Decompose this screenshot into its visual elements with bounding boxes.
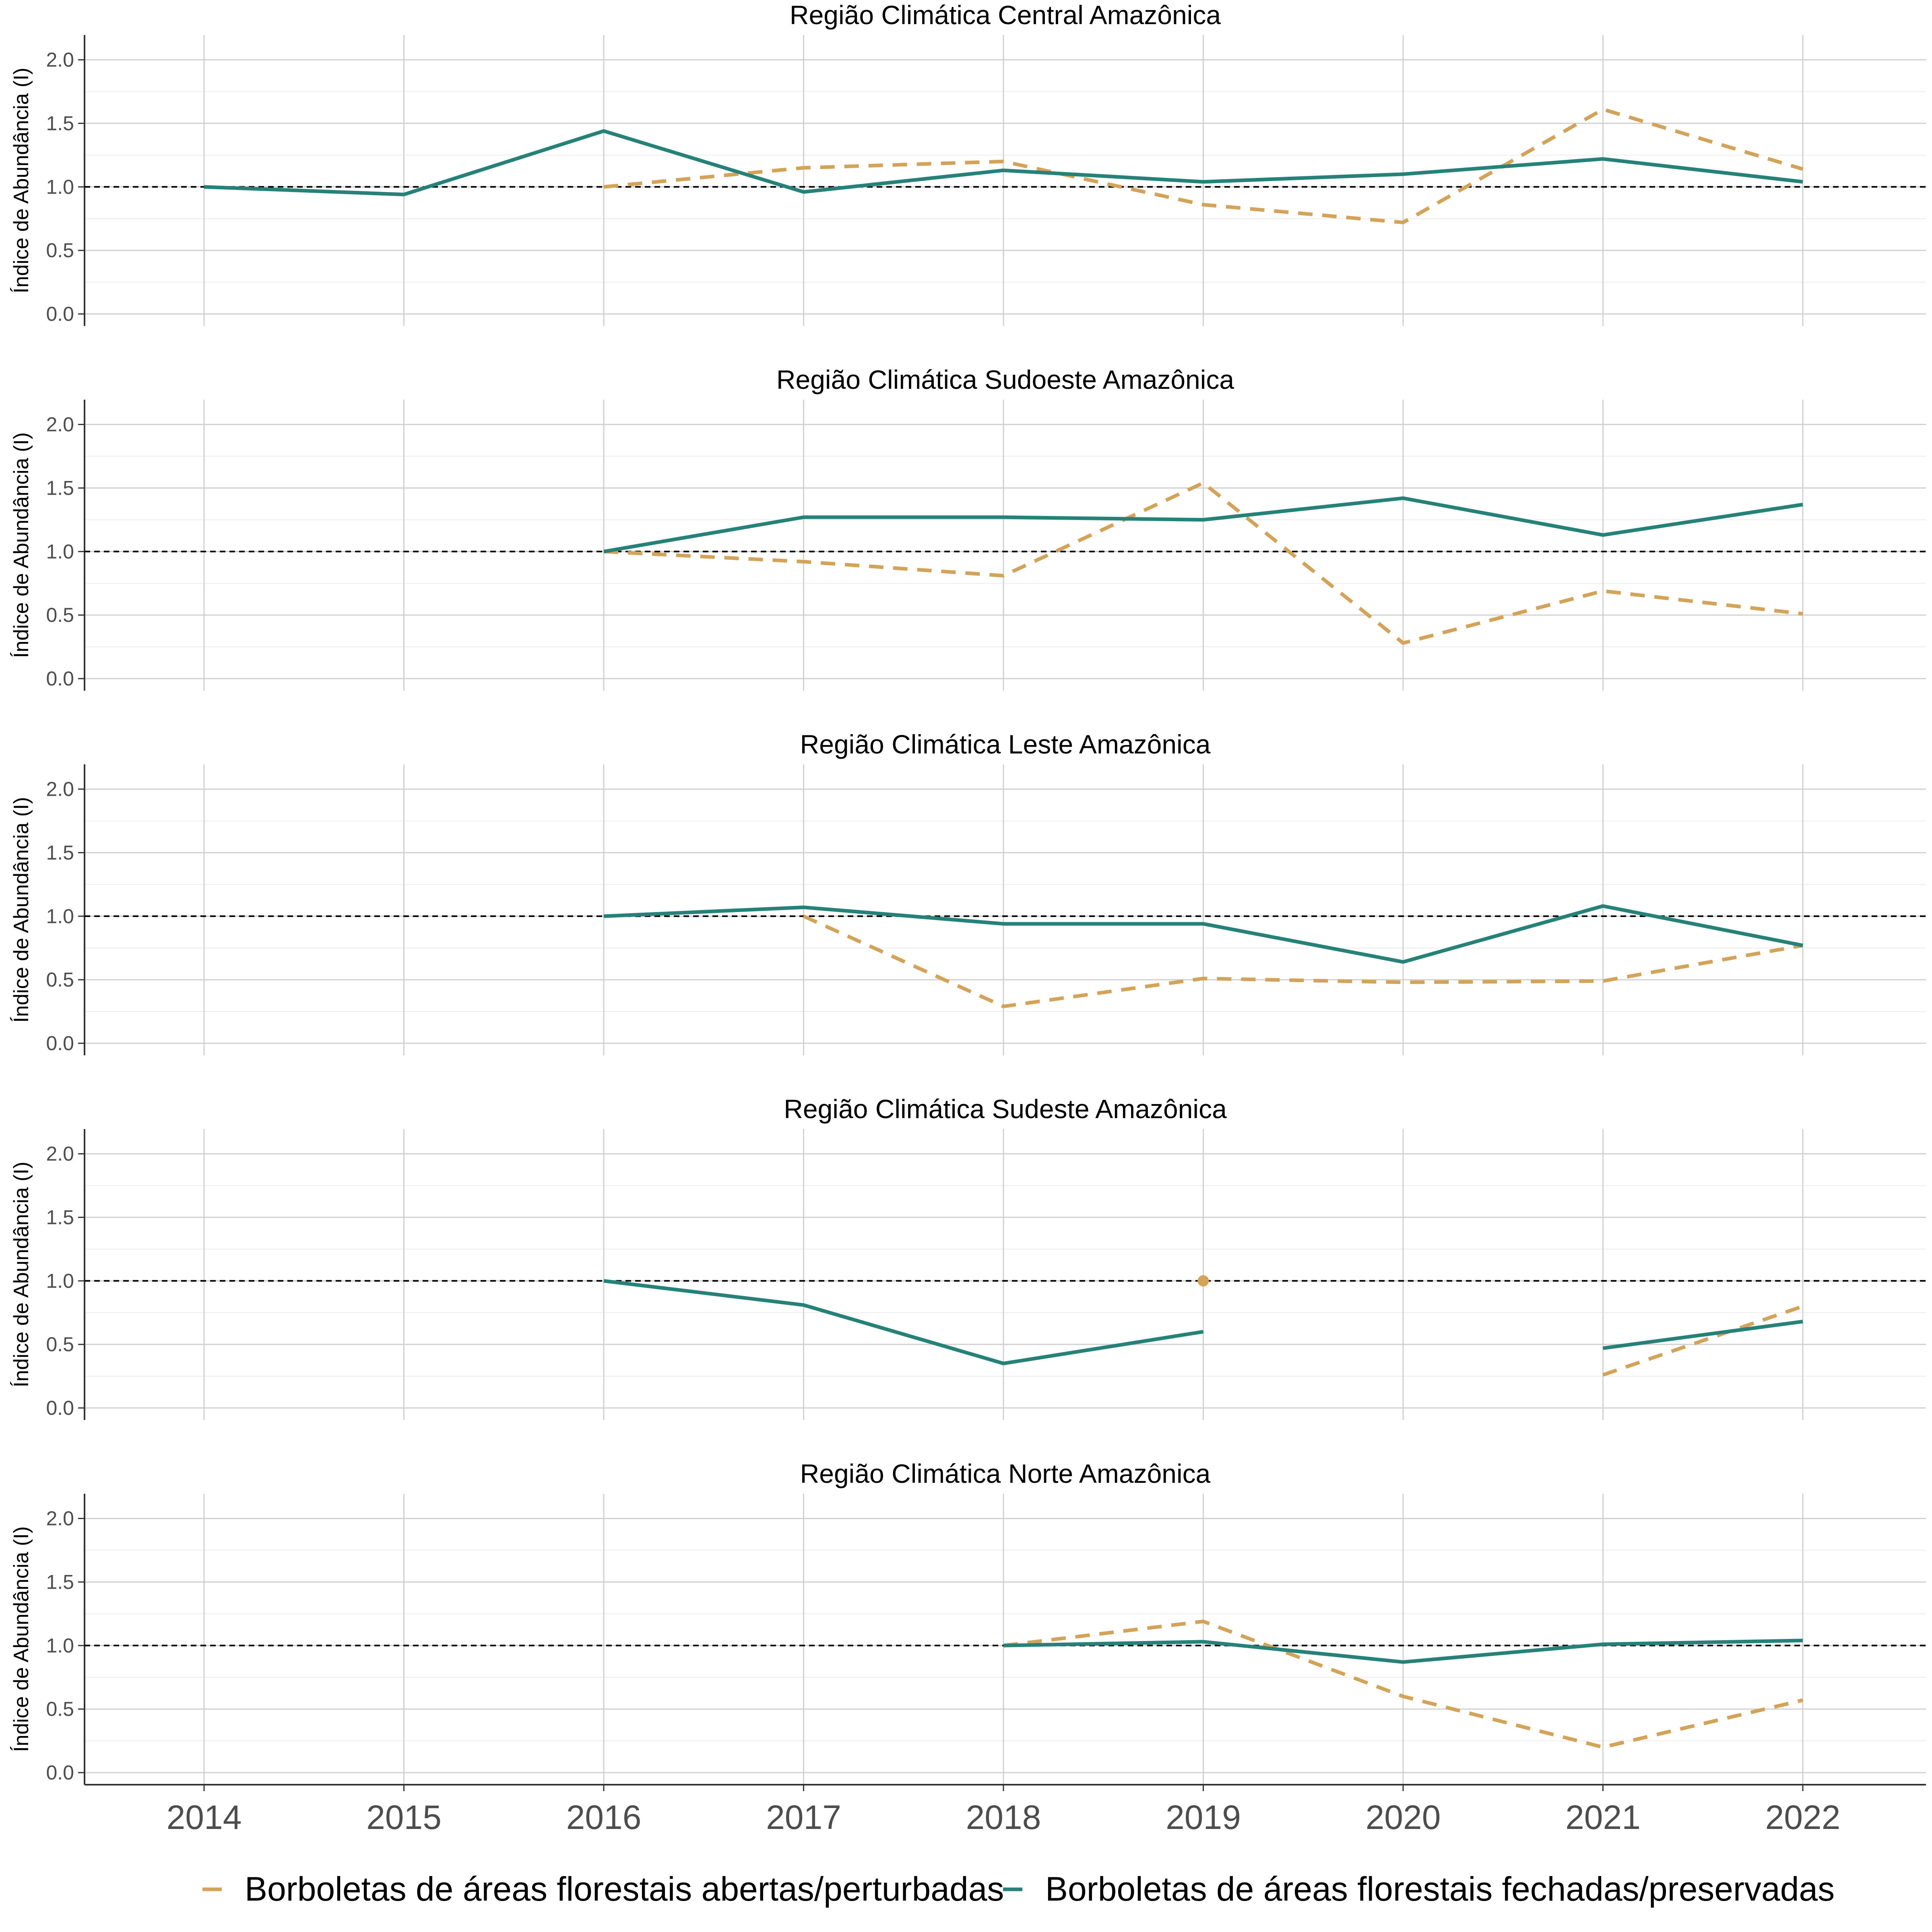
y-tick-label: 1.0 <box>46 1634 74 1657</box>
y-axis-label: Índice de Abundância (I) <box>10 1526 33 1752</box>
x-tick-label: 2022 <box>1765 1798 1841 1836</box>
panel-title: Região Climática Sudeste Amazônica <box>784 1094 1227 1124</box>
x-tick-label: 2020 <box>1366 1798 1441 1836</box>
y-tick-label: 1.5 <box>46 1571 74 1593</box>
y-tick-label: 0.0 <box>46 1397 74 1419</box>
y-tick-label: 1.0 <box>46 540 74 563</box>
y-tick-label: 0.5 <box>46 1333 74 1356</box>
panel-title: Região Climática Sudoeste Amazônica <box>776 365 1234 394</box>
y-tick-label: 0.5 <box>46 968 74 991</box>
y-tick-label: 2.0 <box>46 413 74 436</box>
panel-title: Região Climática Norte Amazônica <box>800 1459 1211 1488</box>
y-tick-label: 1.0 <box>46 1269 74 1292</box>
x-tick-label: 2018 <box>966 1798 1041 1836</box>
panel-5: Região Climática Norte Amazônica 0.0 0.5 1.… <box>10 1459 1926 1785</box>
series-line-open-disturbed <box>603 107 1804 225</box>
x-tick-label: 2015 <box>366 1798 442 1836</box>
legend-item: Borboletas de áreas florestais fechadas/… <box>1003 1870 1835 1908</box>
x-tick-label: 2017 <box>766 1798 841 1836</box>
y-tick-label: 2.0 <box>46 1143 74 1165</box>
panel-1: Região Climática Central Amazônica 0.0 0.5… <box>10 0 1926 326</box>
y-tick-label: 0.5 <box>46 239 74 262</box>
x-tick-label: 2019 <box>1166 1798 1241 1836</box>
y-axis-label: Índice de Abundância (I) <box>10 68 33 293</box>
series-line-open-disturbed <box>1003 1619 1804 1749</box>
panel-title: Região Climática Central Amazônica <box>790 0 1221 30</box>
series-line-closed-preserved <box>603 496 1803 553</box>
panel-4: Região Climática Sudeste Amazônica 0.0 0.5… <box>10 1094 1926 1420</box>
series-line-closed-preserved <box>204 129 1803 196</box>
series-line-closed-preserved <box>1602 1319 1803 1350</box>
legend-item: Borboletas de áreas florestais abertas/p… <box>202 1870 1004 1908</box>
y-tick-label: 2.0 <box>46 778 74 801</box>
panel-title: Região Climática Leste Amazônica <box>800 729 1211 759</box>
y-tick-label: 0.0 <box>46 303 74 325</box>
y-axis-label: Índice de Abundância (I) <box>10 1162 33 1387</box>
y-tick-label: 1.5 <box>46 841 74 864</box>
series-line-open-disturbed <box>603 481 1803 645</box>
series-line-closed-preserved <box>1003 1639 1803 1664</box>
panel-3: Região Climática Leste Amazônica 0.0 0.5 1.… <box>10 729 1926 1055</box>
series-line-closed-preserved <box>603 904 1803 964</box>
x-tick-label: 2016 <box>566 1798 642 1836</box>
x-tick-label: 2021 <box>1565 1798 1641 1836</box>
y-tick-label: 1.0 <box>46 905 74 927</box>
y-tick-label: 1.5 <box>46 112 74 134</box>
x-tick-label: 2014 <box>167 1798 242 1836</box>
y-tick-label: 0.0 <box>46 1032 74 1055</box>
y-tick-label: 1.0 <box>46 175 74 198</box>
y-tick-label: 1.5 <box>46 1206 74 1228</box>
y-tick-label: 0.5 <box>46 1698 74 1720</box>
y-tick-label: 0.0 <box>46 1761 74 1784</box>
panel-2: Região Climática Sudoeste Amazônica 0.0 0.… <box>10 365 1926 691</box>
y-axis-label: Índice de Abundância (I) <box>10 432 33 658</box>
series-point <box>1197 1275 1209 1287</box>
y-tick-label: 2.0 <box>46 49 74 71</box>
series-line-open-disturbed <box>803 914 1803 1008</box>
legend-label: Borboletas de áreas florestais fechadas/… <box>1045 1870 1835 1908</box>
y-axis-label: Índice de Abundância (I) <box>10 797 33 1023</box>
legend-label: Borboletas de áreas florestais abertas/p… <box>245 1870 1004 1908</box>
y-tick-label: 0.5 <box>46 604 74 626</box>
series-line-closed-preserved <box>603 1279 1204 1365</box>
y-tick-label: 0.0 <box>46 667 74 690</box>
y-tick-label: 1.5 <box>46 477 74 499</box>
y-tick-label: 2.0 <box>46 1507 74 1530</box>
series-line-open-disturbed <box>1602 1305 1804 1377</box>
